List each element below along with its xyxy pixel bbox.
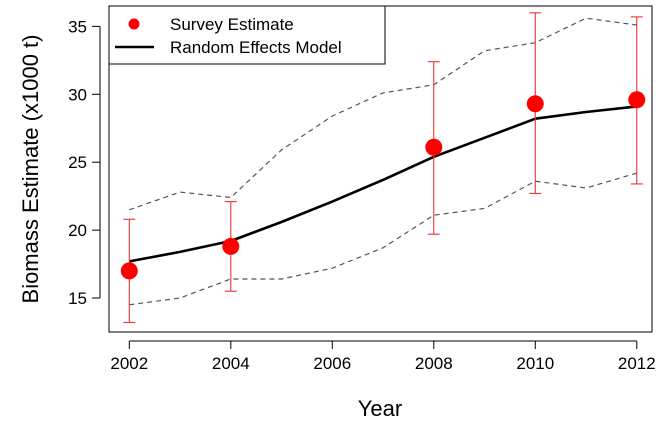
survey-point [222, 237, 240, 255]
y-tick-label: 25 [68, 153, 87, 172]
legend: Survey Estimate Random Effects Model [108, 5, 386, 65]
x-tick-label: 2006 [313, 354, 351, 373]
ci-lower-line [129, 172, 637, 306]
y-tick-label: 35 [68, 17, 87, 36]
survey-point [120, 262, 138, 280]
survey-points [120, 91, 646, 280]
axes: 2002 2004 2006 2008 2010 2012 15 20 25 30 35 [68, 17, 656, 373]
model-line [129, 105, 637, 263]
survey-point [628, 91, 646, 109]
y-tick-label: 30 [68, 85, 87, 104]
survey-point [425, 138, 443, 156]
x-tick-label: 2004 [212, 354, 250, 373]
legend-point-icon [128, 18, 140, 30]
x-tick-label: 2002 [110, 354, 148, 373]
x-tick-label: 2012 [618, 354, 656, 373]
legend-label-survey: Survey Estimate [170, 15, 294, 34]
x-tick-label: 2008 [415, 354, 453, 373]
legend-label-model: Random Effects Model [170, 38, 342, 57]
x-axis-title: Year [358, 396, 402, 421]
model-line-layer [129, 105, 637, 263]
legend-box [108, 5, 386, 65]
ci-upper-line [129, 17, 637, 211]
y-axis-title: Biomass Estimate (x1000 t) [18, 35, 43, 304]
x-tick-label: 2010 [516, 354, 554, 373]
confidence-interval-lines [129, 17, 637, 306]
y-tick-label: 15 [68, 289, 87, 308]
y-tick-label: 20 [68, 221, 87, 240]
survey-point [526, 95, 544, 113]
